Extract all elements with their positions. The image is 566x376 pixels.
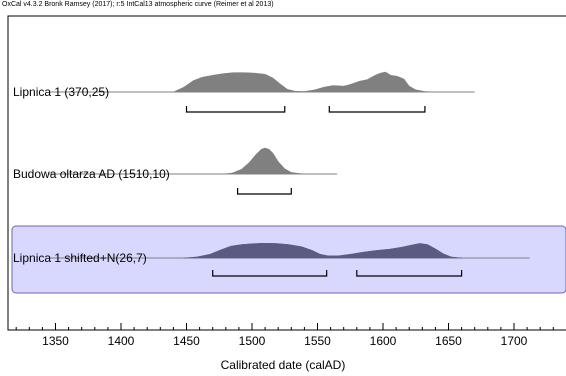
series-label: Lipnica 1 (370,25) [13, 85, 109, 99]
range-bracket [185, 106, 286, 113]
range-bracket [328, 106, 426, 113]
x-tick-label: 1550 [304, 334, 331, 348]
series-distribution [183, 242, 462, 259]
series-row-3: Lipnica 1 shifted+N(26,7) [11, 225, 566, 294]
series-row-2: Budowa oltarza AD (1510,10) [13, 147, 338, 195]
x-tick-label: 1350 [42, 334, 69, 348]
series-label: Lipnica 1 shifted+N(26,7) [13, 251, 147, 265]
x-tick-label: 1500 [239, 334, 266, 348]
x-tick-label: 1400 [108, 334, 135, 348]
x-tick-label: 1450 [173, 334, 200, 348]
series-label: Budowa oltarza AD (1510,10) [13, 167, 170, 181]
series-distribution [173, 71, 436, 93]
x-tick-label: 1650 [435, 334, 462, 348]
x-tick-label: 1700 [501, 334, 528, 348]
x-tick-label: 1600 [370, 334, 397, 348]
range-bracket [356, 270, 463, 277]
plot-frame [7, 15, 566, 331]
series-row-1: Lipnica 1 (370,25) [13, 71, 475, 113]
x-axis-label: Calibrated date (calAD) [220, 358, 346, 372]
range-bracket [236, 188, 292, 195]
chart-header: OxCal v4.3.2 Bronk Ramsey (2017); r:5 In… [2, 1, 274, 8]
range-bracket [212, 270, 328, 277]
series-distribution [223, 147, 308, 175]
